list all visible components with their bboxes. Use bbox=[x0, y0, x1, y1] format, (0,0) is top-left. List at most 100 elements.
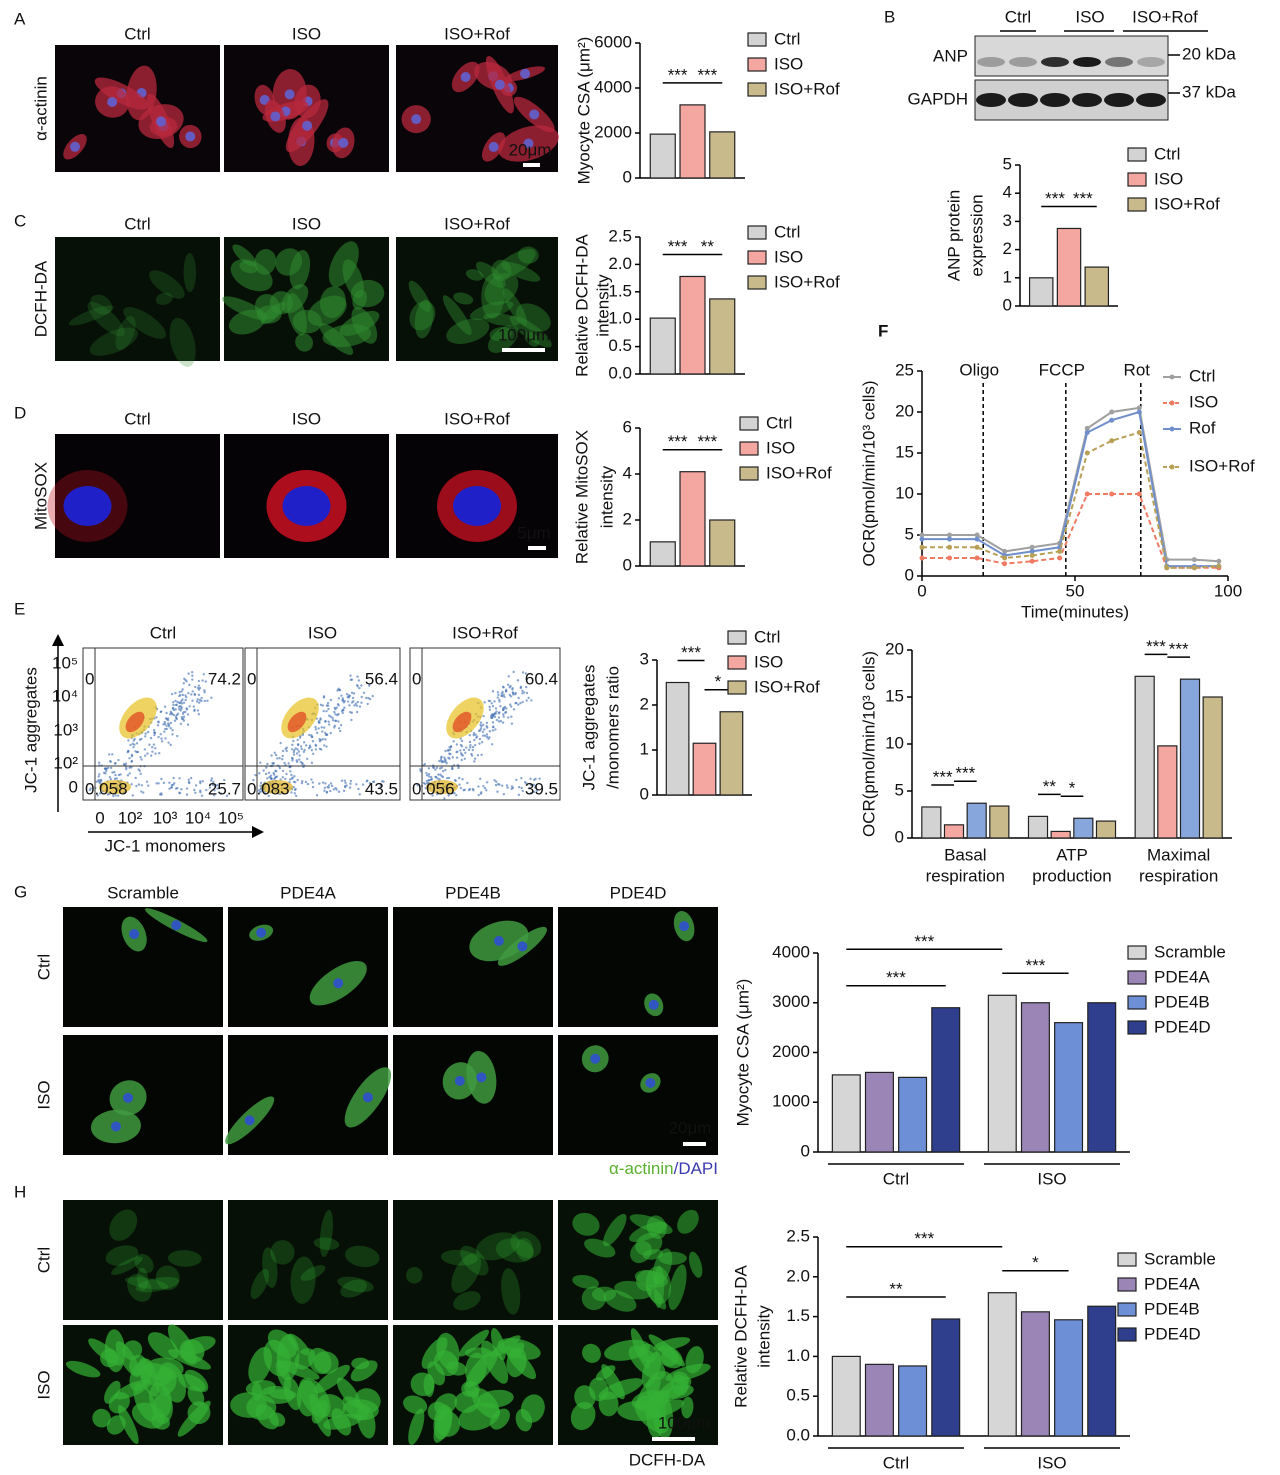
stain-label: DCFH-DA bbox=[629, 1450, 706, 1469]
event bbox=[212, 780, 215, 784]
event bbox=[321, 730, 324, 733]
event bbox=[492, 726, 495, 729]
event bbox=[122, 762, 126, 766]
event bbox=[439, 756, 443, 759]
bar bbox=[1095, 820, 1117, 839]
event bbox=[438, 778, 441, 781]
event bbox=[449, 748, 452, 751]
event bbox=[521, 671, 525, 674]
event bbox=[533, 786, 537, 789]
event bbox=[292, 785, 295, 789]
point bbox=[1084, 450, 1090, 456]
legend-swatch bbox=[1127, 172, 1147, 187]
significance-label: *** bbox=[1073, 189, 1093, 208]
event bbox=[279, 741, 282, 745]
event bbox=[431, 766, 435, 769]
event bbox=[476, 754, 480, 757]
point bbox=[1136, 409, 1142, 415]
cell bbox=[481, 273, 505, 319]
tick-label: 10⁴ bbox=[52, 686, 78, 705]
point bbox=[1191, 557, 1197, 563]
bar bbox=[1087, 1305, 1117, 1437]
event bbox=[162, 781, 166, 785]
event bbox=[177, 705, 181, 708]
cell bbox=[155, 1265, 180, 1291]
significance-label: *** bbox=[668, 237, 688, 256]
bar bbox=[1087, 1002, 1117, 1153]
event bbox=[470, 754, 474, 757]
event bbox=[185, 707, 188, 710]
event bbox=[287, 762, 290, 765]
event bbox=[455, 793, 458, 797]
event bbox=[451, 756, 454, 759]
event bbox=[320, 726, 323, 729]
point bbox=[947, 544, 953, 550]
significance-label: *** bbox=[914, 1229, 934, 1248]
legend-swatch bbox=[739, 416, 759, 431]
band bbox=[1104, 93, 1134, 107]
y-tick-label: 2 bbox=[623, 509, 632, 528]
event bbox=[171, 728, 174, 732]
point bbox=[1057, 555, 1063, 561]
event bbox=[322, 709, 325, 713]
event bbox=[483, 734, 487, 737]
event bbox=[525, 678, 528, 681]
event bbox=[343, 706, 346, 709]
cell bbox=[65, 1360, 101, 1378]
cell bbox=[313, 1237, 340, 1250]
event bbox=[128, 757, 131, 760]
event bbox=[481, 734, 485, 737]
bar bbox=[649, 541, 676, 567]
nucleus bbox=[256, 927, 267, 938]
event bbox=[312, 752, 315, 756]
legend-dot bbox=[1169, 400, 1175, 406]
event bbox=[200, 794, 204, 797]
event bbox=[169, 713, 172, 716]
panel-letter: E bbox=[14, 599, 25, 618]
cell bbox=[408, 280, 431, 313]
bar bbox=[987, 994, 1017, 1153]
event bbox=[497, 720, 501, 723]
significance-label: *** bbox=[668, 432, 688, 451]
event bbox=[267, 794, 270, 798]
nucleus bbox=[171, 920, 182, 931]
cell bbox=[351, 1357, 370, 1370]
event bbox=[494, 707, 498, 710]
event bbox=[293, 780, 297, 784]
legend-swatch bbox=[747, 82, 767, 97]
event bbox=[188, 683, 191, 687]
event bbox=[281, 754, 284, 758]
event bbox=[160, 737, 163, 740]
cell bbox=[147, 1332, 179, 1360]
event bbox=[423, 782, 427, 786]
event bbox=[197, 684, 201, 687]
event bbox=[506, 683, 510, 686]
event bbox=[510, 722, 514, 725]
point bbox=[947, 555, 953, 561]
event bbox=[341, 697, 345, 700]
event bbox=[133, 743, 136, 746]
event bbox=[487, 699, 491, 703]
event bbox=[368, 684, 371, 687]
event bbox=[289, 770, 292, 773]
cell bbox=[414, 299, 434, 339]
event bbox=[160, 777, 163, 781]
bar bbox=[649, 317, 676, 375]
event bbox=[134, 750, 137, 753]
event bbox=[500, 784, 504, 787]
event bbox=[348, 786, 352, 789]
event bbox=[114, 794, 117, 797]
point bbox=[1029, 553, 1035, 558]
event bbox=[181, 712, 185, 715]
event bbox=[164, 737, 167, 740]
cell bbox=[169, 317, 196, 367]
event bbox=[485, 735, 489, 739]
event bbox=[301, 779, 304, 783]
event bbox=[498, 711, 501, 714]
event bbox=[174, 715, 178, 718]
event bbox=[493, 700, 496, 703]
legend-label: PDE4A bbox=[1144, 1274, 1200, 1293]
event bbox=[114, 762, 117, 765]
significance-label: *** bbox=[1169, 640, 1189, 659]
